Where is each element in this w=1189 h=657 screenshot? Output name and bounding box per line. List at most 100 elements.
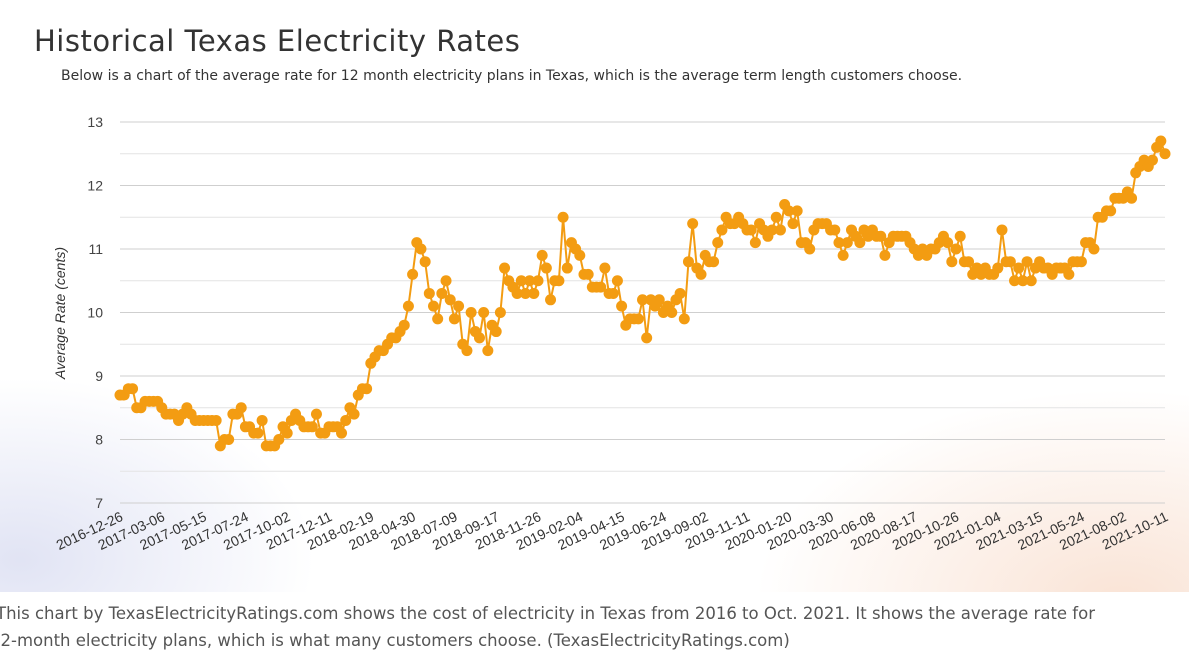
data-point (519, 287, 531, 299)
data-point (682, 256, 694, 268)
data-point (340, 414, 352, 426)
data-point (641, 332, 653, 344)
figure-caption: This chart by TexasElectricityRatings.co… (0, 600, 1189, 654)
data-point (453, 300, 465, 312)
data-point (310, 408, 322, 420)
data-point (875, 230, 887, 242)
line-chart: 7 8 9 10 11 12 13 2016-12-262017-03-062017-05-… (52, 114, 1171, 553)
data-point (950, 243, 962, 255)
caption-line-1: This chart by TexasElectricityRatings.co… (0, 604, 1095, 623)
caption-line-2: 12-month electricity plans, which is wha… (0, 631, 790, 650)
data-point (632, 313, 644, 325)
data-point (415, 243, 427, 255)
data-point (444, 294, 456, 306)
series-line (120, 140, 1166, 447)
data-point (804, 243, 816, 255)
data-point (440, 275, 452, 287)
y-tick-label: 11 (88, 241, 103, 257)
data-point (511, 287, 523, 299)
data-point (1013, 262, 1025, 274)
data-point (574, 249, 586, 261)
data-point (770, 211, 782, 223)
x-axis-ticks: 2016-12-262017-03-062017-05-152017-07-24… (54, 508, 1171, 553)
data-point (837, 249, 849, 261)
data-point (465, 307, 477, 318)
data-point (281, 427, 293, 439)
data-point (499, 262, 511, 274)
data-point (783, 205, 795, 217)
y-tick-label: 7 (95, 495, 103, 511)
y-tick-label: 9 (95, 368, 103, 384)
data-point (749, 237, 761, 249)
data-point (687, 218, 699, 230)
data-point (419, 256, 431, 268)
data-point (407, 268, 419, 280)
data-point (210, 414, 222, 426)
data-point (996, 224, 1008, 236)
data-point (637, 294, 648, 306)
data-point (695, 268, 707, 280)
data-point (616, 300, 628, 312)
chart-subtitle: Below is a chart of the average rate for… (61, 68, 963, 84)
data-point (854, 237, 866, 249)
data-point (1017, 275, 1029, 287)
data-point (678, 313, 690, 325)
data-point (361, 383, 373, 395)
data-point (540, 262, 552, 274)
data-point (235, 402, 247, 414)
data-point (557, 211, 569, 223)
data-point (879, 249, 891, 261)
data-point (273, 434, 285, 445)
data-point (674, 287, 686, 299)
data-point (553, 275, 565, 287)
data-point (1025, 275, 1037, 287)
data-point (306, 421, 318, 433)
data-point (992, 262, 1004, 274)
data-points-group (114, 135, 1171, 452)
data-point (536, 249, 548, 261)
data-point (494, 307, 506, 318)
data-point (482, 345, 494, 357)
data-point (787, 218, 799, 230)
data-point (1159, 148, 1171, 160)
data-point (461, 345, 473, 357)
y-tick-label: 12 (87, 178, 103, 194)
data-point (478, 307, 490, 318)
data-point (515, 275, 527, 287)
data-point (607, 287, 619, 299)
data-point (1021, 256, 1033, 268)
y-axis-ticks: 7 8 9 10 11 12 13 (87, 114, 103, 511)
data-point (666, 307, 678, 318)
data-point (398, 319, 410, 331)
data-point (954, 230, 966, 242)
data-point (791, 205, 803, 217)
data-point (774, 224, 786, 236)
data-point (708, 256, 720, 268)
data-point (428, 300, 439, 312)
data-point (223, 434, 235, 445)
y-tick-label: 10 (87, 305, 103, 321)
data-point (963, 256, 975, 268)
data-point (252, 427, 264, 439)
data-point (766, 224, 778, 236)
y-tick-label: 8 (95, 432, 103, 448)
data-point (611, 275, 623, 287)
data-point (653, 294, 665, 306)
data-point (402, 300, 414, 312)
data-point (336, 427, 348, 439)
data-point (833, 237, 845, 249)
data-point (582, 268, 594, 280)
y-axis-label: Average Rate (cents) (52, 247, 68, 380)
data-point (545, 294, 557, 306)
series-line-group (120, 140, 1166, 447)
data-point (473, 332, 485, 344)
data-point (942, 237, 954, 249)
data-point (946, 256, 958, 268)
chart-title: Historical Texas Electricity Rates (34, 24, 521, 58)
data-point (599, 262, 611, 274)
data-point (1126, 192, 1138, 204)
data-point (841, 237, 853, 249)
chart-card: Historical Texas Electricity Rates Below… (0, 0, 1189, 592)
data-point (561, 262, 573, 274)
data-point (829, 224, 841, 236)
